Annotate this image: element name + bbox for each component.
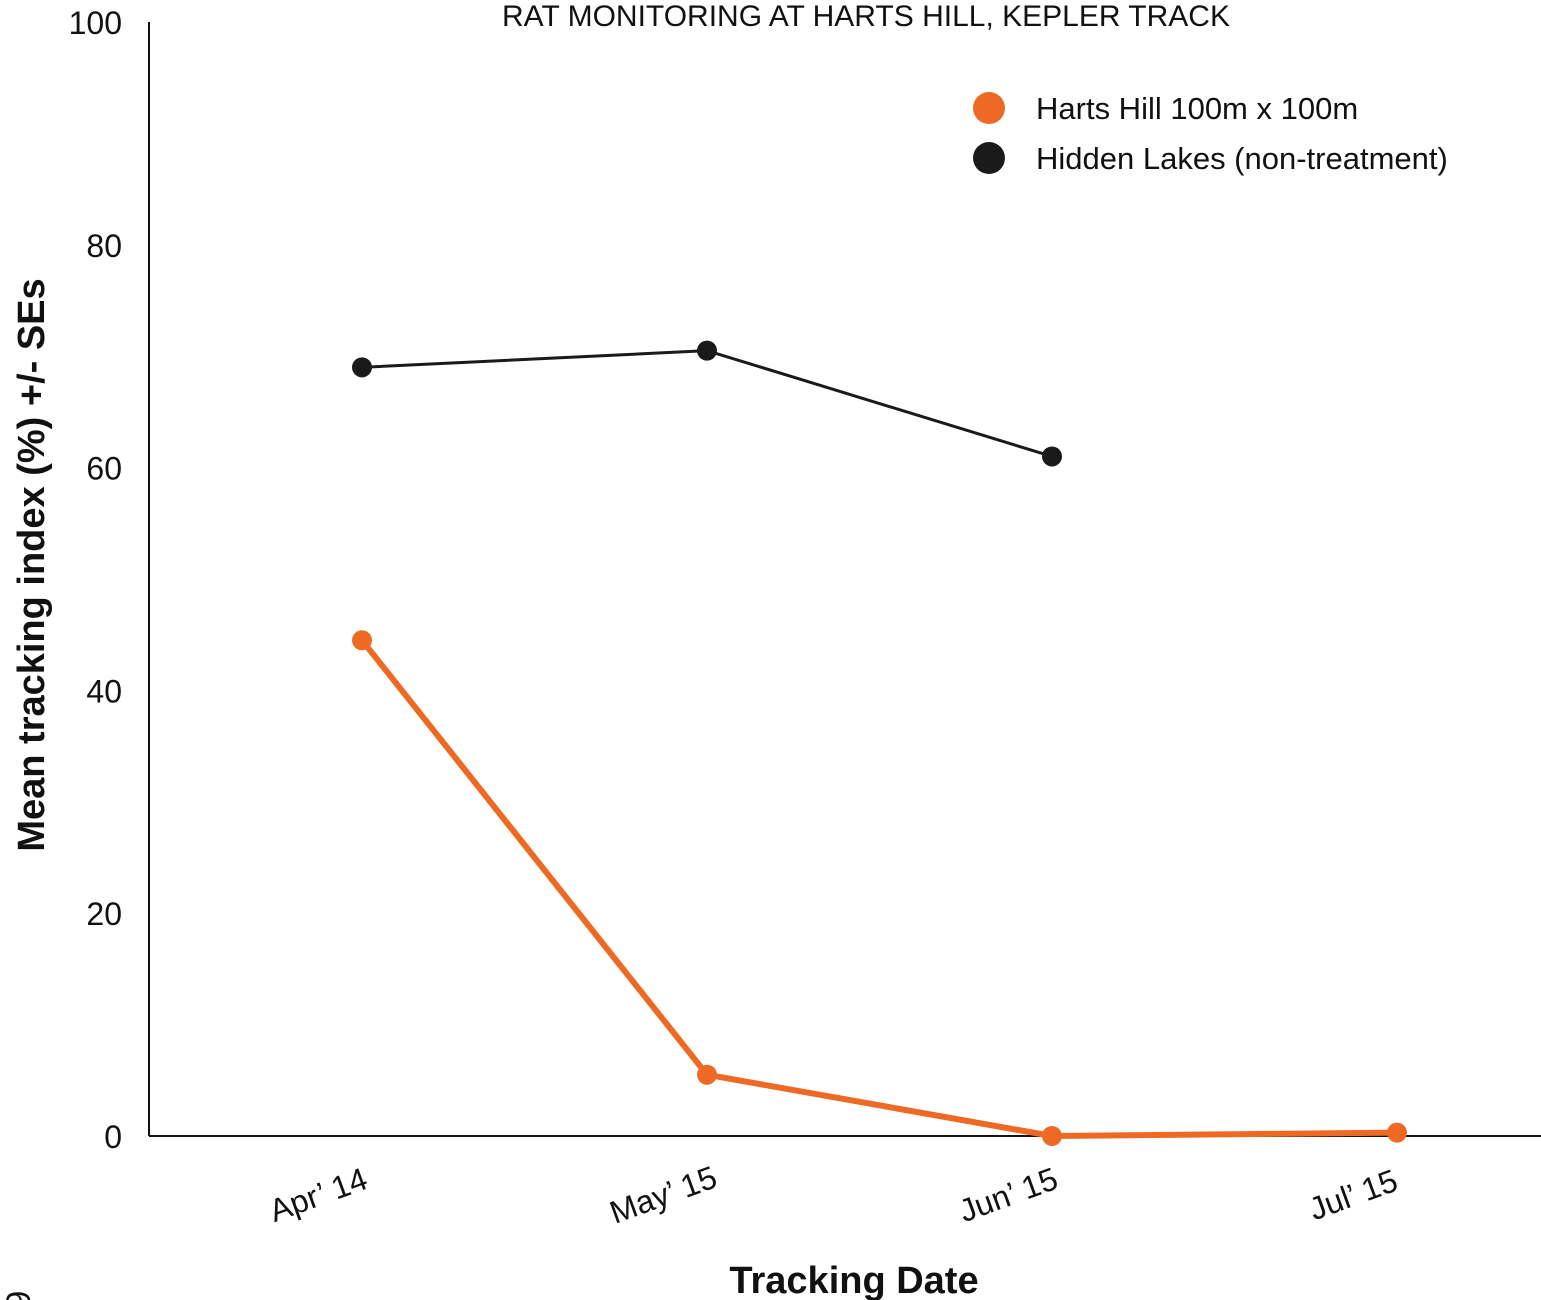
series-line <box>359 638 1398 1139</box>
x-tick-labels: Apr’ 14 May’ 15 Jun’ 15 Jul’ 15 <box>264 1159 1402 1231</box>
series-point <box>697 340 717 361</box>
legend-label: Harts Hill 100m x 100m <box>1036 91 1358 126</box>
y-tick-label: 80 <box>86 228 122 264</box>
x-tick-label: Apr’ 14 <box>264 1160 372 1229</box>
series-point <box>352 357 372 378</box>
x-tick-label: May’ 15 <box>605 1159 721 1231</box>
x-axis-title: Tracking Date <box>729 1260 978 1300</box>
series-point <box>1042 446 1062 467</box>
y-tick-label: 40 <box>86 673 122 709</box>
y-tick-label: 20 <box>86 896 122 932</box>
legend-label: Hidden Lakes (non-treatment) <box>1036 141 1448 176</box>
legend: Harts Hill 100m x 100m Hidden Lakes (non-… <box>973 91 1448 176</box>
y-tick-labels: 0 20 40 60 80 100 <box>69 5 122 1155</box>
series-point <box>1042 1126 1062 1146</box>
chart-title: RAT MONITORING AT HARTS HILL, KEPLER TRA… <box>502 0 1230 33</box>
legend-marker <box>973 92 1005 124</box>
x-tick-label: Jul’ 15 <box>1304 1162 1402 1227</box>
stray-glyph: 9 <box>0 1291 38 1300</box>
y-tick-label: 60 <box>86 451 122 487</box>
series-point <box>697 1064 717 1085</box>
series-layer <box>352 340 1407 1146</box>
series-point <box>352 630 372 651</box>
y-axis-title: Mean tracking index (%) +/- SEs <box>11 278 53 851</box>
x-tick-label: Jun’ 15 <box>954 1160 1062 1229</box>
legend-marker <box>973 142 1005 174</box>
series-point <box>1387 1122 1407 1143</box>
y-tick-label: 100 <box>69 5 122 41</box>
y-tick-label: 0 <box>104 1119 122 1155</box>
series-line <box>361 349 1053 458</box>
